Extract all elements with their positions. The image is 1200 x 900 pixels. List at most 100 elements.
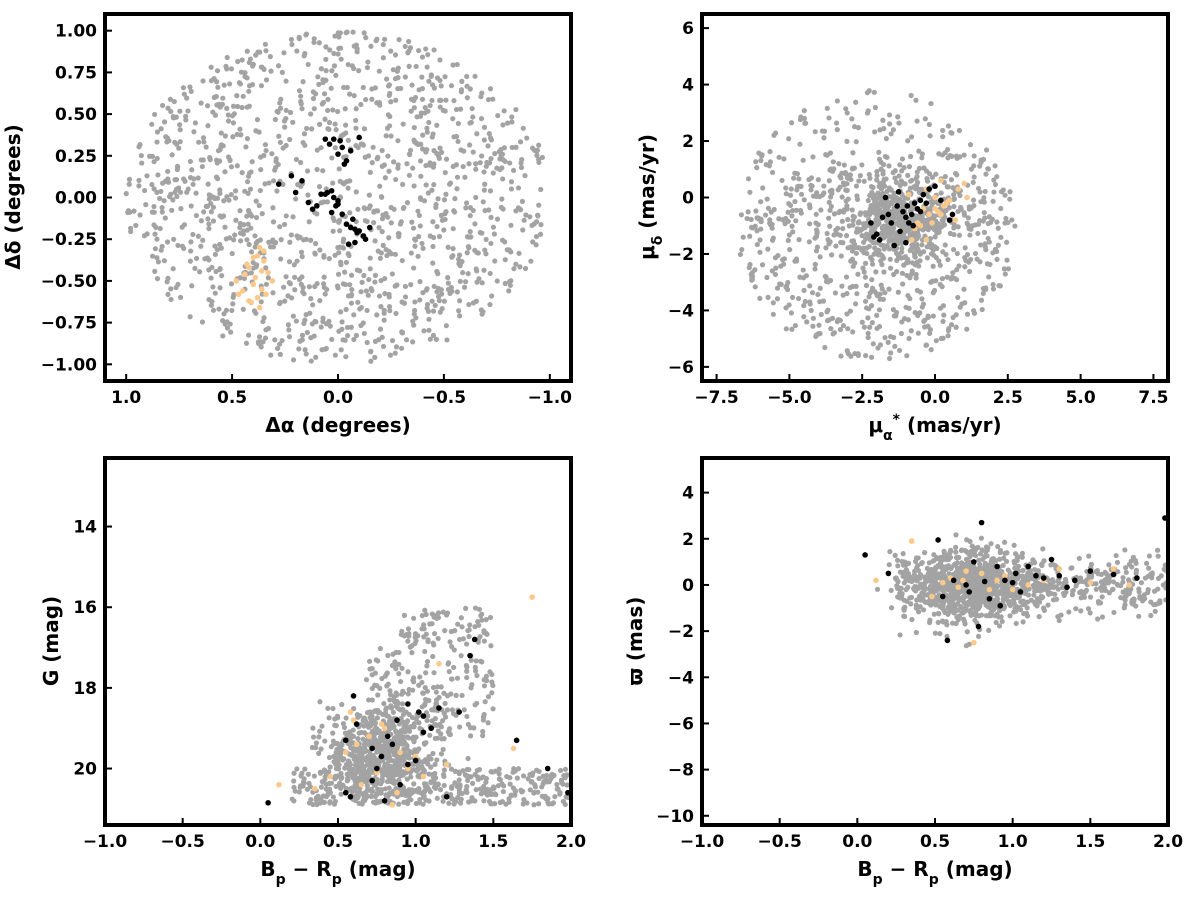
point-background — [970, 197, 977, 203]
point-background — [421, 328, 427, 334]
point-background — [316, 40, 322, 46]
point-background — [550, 800, 557, 806]
point-background — [847, 284, 853, 291]
point-background — [941, 222, 947, 228]
point-background — [1004, 239, 1010, 245]
point-group-b — [436, 660, 442, 667]
point-background — [424, 125, 430, 131]
point-background — [230, 103, 237, 109]
point-background — [897, 235, 903, 241]
point-background — [813, 233, 820, 240]
point-background — [857, 173, 863, 179]
point-background — [396, 36, 402, 43]
point-background — [824, 230, 830, 237]
point-background — [378, 787, 385, 793]
point-background — [471, 725, 477, 731]
y-tick-label: 16 — [73, 598, 97, 618]
point-background — [827, 239, 833, 245]
point-background — [306, 219, 312, 225]
point-background — [998, 234, 1004, 240]
point-background — [884, 188, 890, 195]
point-background — [371, 220, 377, 226]
point-background — [265, 275, 271, 281]
point-background — [412, 94, 419, 101]
point-group-b — [276, 781, 282, 788]
point-background — [767, 148, 773, 155]
point-background — [422, 110, 428, 116]
point-background — [412, 299, 418, 305]
point-background — [330, 228, 336, 234]
point-background — [956, 232, 963, 238]
point-background — [813, 248, 820, 254]
point-background — [753, 159, 759, 165]
point-background — [324, 286, 330, 293]
point-background — [298, 249, 305, 255]
point-background — [843, 274, 850, 280]
point-background — [442, 211, 448, 217]
point-background — [800, 267, 806, 273]
point-background — [1093, 586, 1099, 592]
point-background — [419, 74, 425, 80]
point-background — [429, 298, 435, 304]
point-background — [401, 746, 407, 752]
point-background — [407, 748, 413, 755]
point-background — [845, 216, 851, 223]
point-background — [279, 337, 285, 344]
point-group-b — [389, 802, 396, 808]
point-background — [239, 104, 245, 111]
point-background — [489, 671, 495, 678]
point-background — [827, 150, 834, 156]
point-background — [466, 633, 472, 640]
point-background — [213, 93, 219, 100]
sky-ylabel: Δδ (degrees) — [1, 124, 25, 270]
point-background — [752, 267, 758, 273]
point-background — [439, 217, 445, 223]
point-background — [333, 766, 340, 772]
point-background — [950, 270, 956, 276]
point-background — [951, 192, 957, 198]
point-background — [445, 661, 451, 667]
point-background — [407, 151, 413, 158]
point-background — [345, 61, 351, 68]
point-background — [769, 169, 776, 176]
point-background — [377, 326, 384, 332]
point-background — [299, 770, 305, 776]
point-background — [759, 262, 766, 268]
point-background — [448, 83, 455, 89]
point-background — [257, 237, 263, 243]
point-background — [522, 173, 528, 179]
point-background — [905, 292, 911, 299]
point-background — [413, 716, 419, 722]
point-background — [484, 678, 490, 684]
point-group-b — [917, 222, 924, 229]
point-background — [922, 317, 928, 323]
point-background — [443, 191, 449, 197]
point-background — [399, 665, 405, 671]
point-background — [339, 701, 345, 708]
point-background — [243, 340, 250, 346]
point-background — [424, 147, 430, 153]
point-background — [536, 801, 542, 807]
point-background — [817, 285, 823, 291]
point-background — [753, 208, 759, 214]
point-background — [343, 354, 349, 360]
point-background — [380, 731, 386, 737]
point-group-a — [436, 705, 442, 711]
point-background — [983, 285, 989, 291]
point-background — [953, 324, 959, 330]
point-background — [318, 324, 324, 330]
point-background — [1050, 597, 1057, 603]
point-group-a — [328, 209, 335, 216]
point-background — [200, 135, 207, 141]
point-background — [434, 122, 440, 128]
point-background — [482, 699, 488, 705]
point-background — [230, 120, 237, 126]
point-background — [405, 50, 411, 56]
point-background — [437, 57, 443, 63]
point-background — [875, 190, 881, 196]
point-background — [366, 192, 372, 198]
point-background — [393, 666, 399, 672]
point-background — [950, 246, 957, 253]
point-background — [296, 34, 302, 40]
point-background — [378, 250, 384, 256]
